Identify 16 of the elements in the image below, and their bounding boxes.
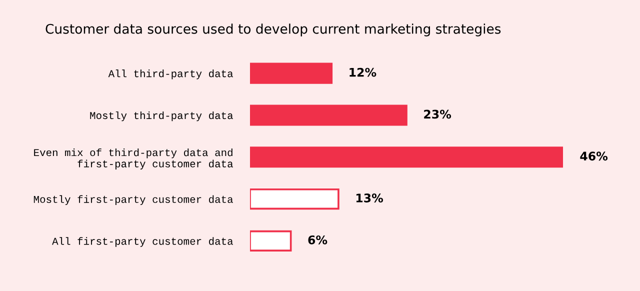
data-label: 46% bbox=[580, 152, 608, 161]
data-label: 6% bbox=[308, 235, 328, 244]
y-tick-label: Mostly first-party customer data bbox=[34, 195, 233, 205]
bar bbox=[250, 104, 408, 126]
y-tick-label: All third-party data bbox=[108, 70, 233, 80]
data-label: 12% bbox=[350, 68, 376, 77]
bar bbox=[250, 188, 340, 210]
data-label: 13% bbox=[356, 194, 384, 202]
y-tick-label: Mostly third-party data bbox=[90, 111, 233, 122]
bar bbox=[250, 230, 292, 252]
y-tick-label: All first-party customer data bbox=[52, 237, 233, 247]
data-label: 23% bbox=[424, 110, 452, 119]
y-tick-label: Even mix of third-party data and first-party customer data bbox=[34, 148, 233, 170]
chart-title: Customer data sources used to develop current marketing strategies bbox=[46, 24, 501, 36]
bar bbox=[250, 62, 333, 84]
bar bbox=[250, 146, 563, 168]
